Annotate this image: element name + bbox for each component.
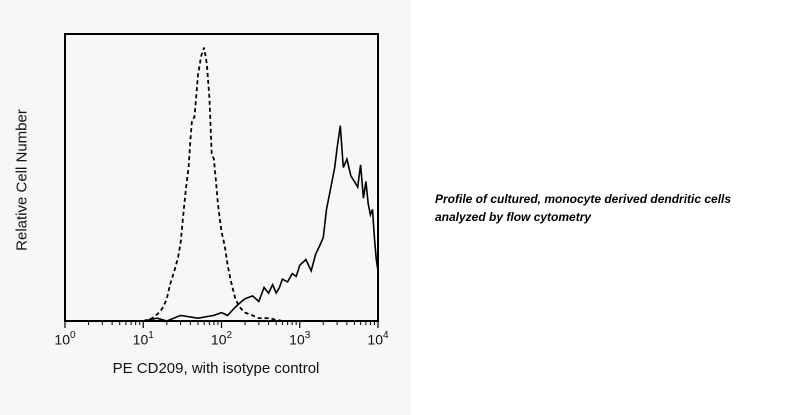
series-group (143, 47, 379, 322)
figure-panel: Relative Cell Number 100 101 102 103 104 PE … (13, 33, 389, 377)
x-tick-label: 102 (210, 330, 233, 348)
figure-caption: Profile of cultured, monocyte derived de… (435, 190, 780, 226)
x-axis-label: PE CD209, with isotype control (112, 360, 320, 377)
x-tick-label: 101 (132, 330, 154, 348)
isotype-control-histogram (143, 47, 378, 322)
x-tick-label: 104 (367, 330, 389, 348)
plot-frame (64, 33, 379, 322)
x-axis-ticks (64, 321, 379, 328)
caption-line-2: analyzed by flow cytometry (435, 210, 592, 224)
histogram-chart (64, 33, 379, 328)
caption-line-1: Profile of cultured, monocyte derived de… (435, 192, 732, 206)
x-tick-label: 103 (289, 330, 311, 348)
cd209-histogram (143, 125, 379, 322)
x-tick-label: 100 (54, 330, 76, 348)
